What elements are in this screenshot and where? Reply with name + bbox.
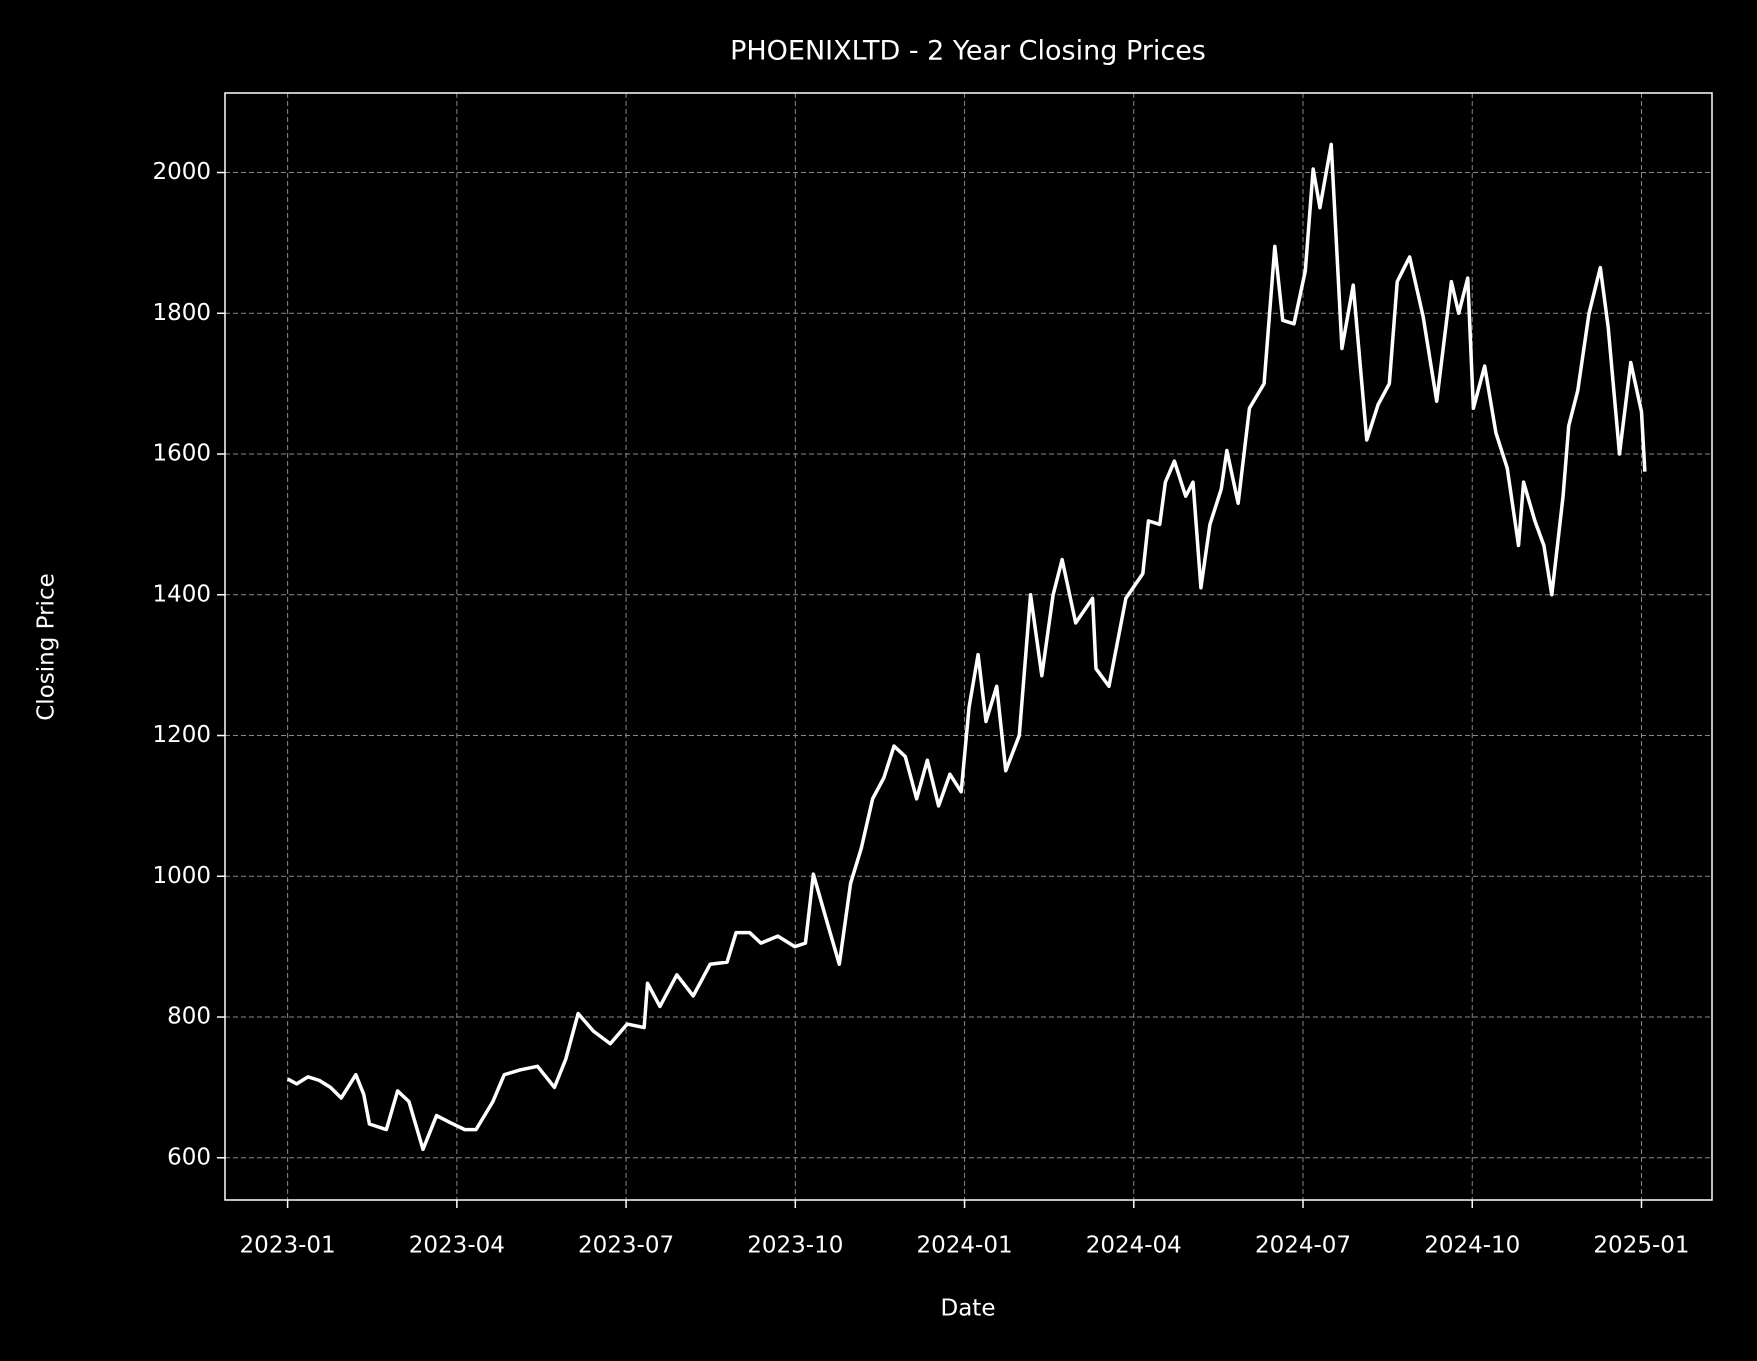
- y-tick-label: 1800: [152, 300, 211, 326]
- x-tick-label: 2024-10: [1424, 1233, 1520, 1259]
- y-tick-label: 800: [167, 1004, 211, 1030]
- x-tick-label: 2023-10: [747, 1233, 843, 1259]
- y-tick-label: 1600: [152, 441, 211, 467]
- x-axis-label: Date: [941, 1296, 996, 1322]
- y-tick-label: 600: [167, 1144, 211, 1170]
- y-tick-label: 1400: [152, 581, 211, 607]
- y-tick-label: 1200: [152, 722, 211, 748]
- y-axis-label: Closing Price: [34, 573, 60, 721]
- x-tick-label: 2023-07: [578, 1233, 674, 1259]
- x-tick-label: 2023-04: [409, 1233, 505, 1259]
- chart-title: PHOENIXLTD - 2 Year Closing Prices: [730, 36, 1206, 67]
- x-tick-label: 2023-01: [240, 1233, 336, 1259]
- price-line: [286, 142, 1647, 1152]
- x-tick-label: 2024-04: [1086, 1233, 1182, 1259]
- x-tick-label: 2025-01: [1593, 1233, 1689, 1259]
- x-tick-label: 2024-01: [916, 1233, 1012, 1259]
- plot-frame: [224, 92, 1713, 1201]
- y-tick-label: 2000: [152, 159, 211, 185]
- x-tick-label: 2024-07: [1255, 1233, 1351, 1259]
- y-tick-label: 1000: [152, 863, 211, 889]
